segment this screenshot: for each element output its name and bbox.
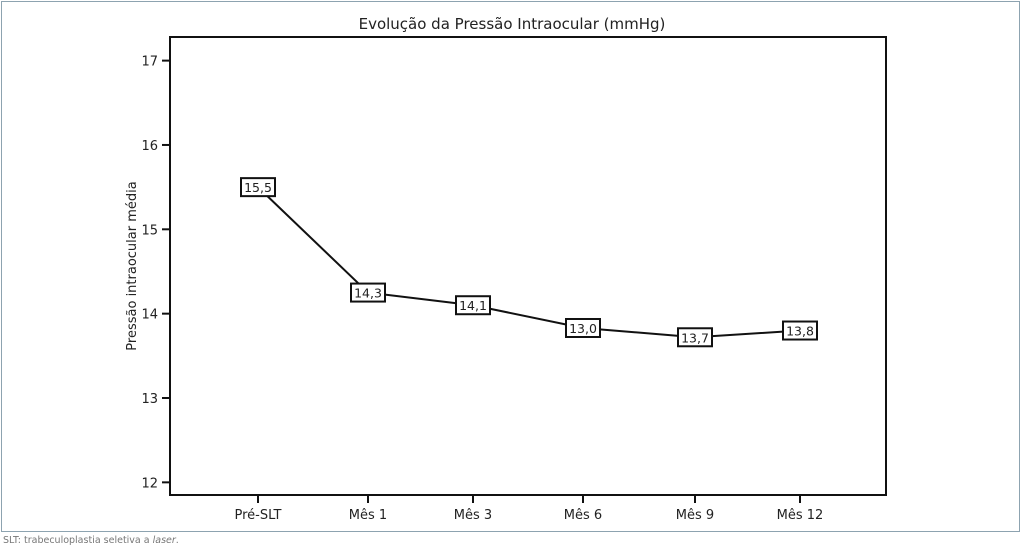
x-tick-label: Pré-SLT [234, 508, 281, 523]
y-tick-label: 15 [141, 223, 158, 238]
data-label: 13,8 [786, 324, 814, 339]
x-tick-label: Mês 1 [349, 508, 387, 523]
caption-italic: laser [152, 535, 176, 546]
data-point-marker [565, 317, 601, 338]
figure-caption: SLT: trabeculoplastia seletiva a laser. [3, 535, 179, 546]
data-point-marker [782, 320, 818, 341]
data-label: 14,3 [354, 286, 382, 301]
data-point-marker [240, 177, 276, 198]
y-tick-label: 17 [141, 55, 158, 70]
x-tick-label: Mês 9 [676, 508, 714, 523]
x-tick-label: Mês 3 [454, 508, 492, 523]
data-label: 14,1 [459, 298, 487, 313]
series-line [257, 186, 801, 339]
y-tick-label: 12 [141, 476, 158, 491]
x-tick-label: Mês 12 [777, 508, 824, 523]
data-label: 15,5 [244, 180, 272, 195]
data-label: 13,0 [569, 321, 597, 336]
y-tick-label: 13 [141, 392, 158, 407]
data-point-marker [455, 295, 491, 316]
y-axis-label: Pressão intraocular média [125, 181, 140, 350]
plot-area [169, 36, 887, 496]
caption-suffix: . [175, 535, 179, 546]
x-tick-label: Mês 6 [564, 508, 602, 523]
figure-frame [1, 1, 1020, 532]
chart-title: Evolução da Pressão Intraocular (mmHg) [359, 15, 666, 33]
y-tick-label: 14 [141, 308, 158, 323]
data-label: 13,7 [681, 330, 709, 345]
y-tick-label: 16 [141, 139, 158, 154]
data-point-marker [350, 282, 386, 303]
caption-text: SLT: trabeculoplastia seletiva a [3, 535, 153, 546]
data-point-marker [677, 327, 713, 348]
